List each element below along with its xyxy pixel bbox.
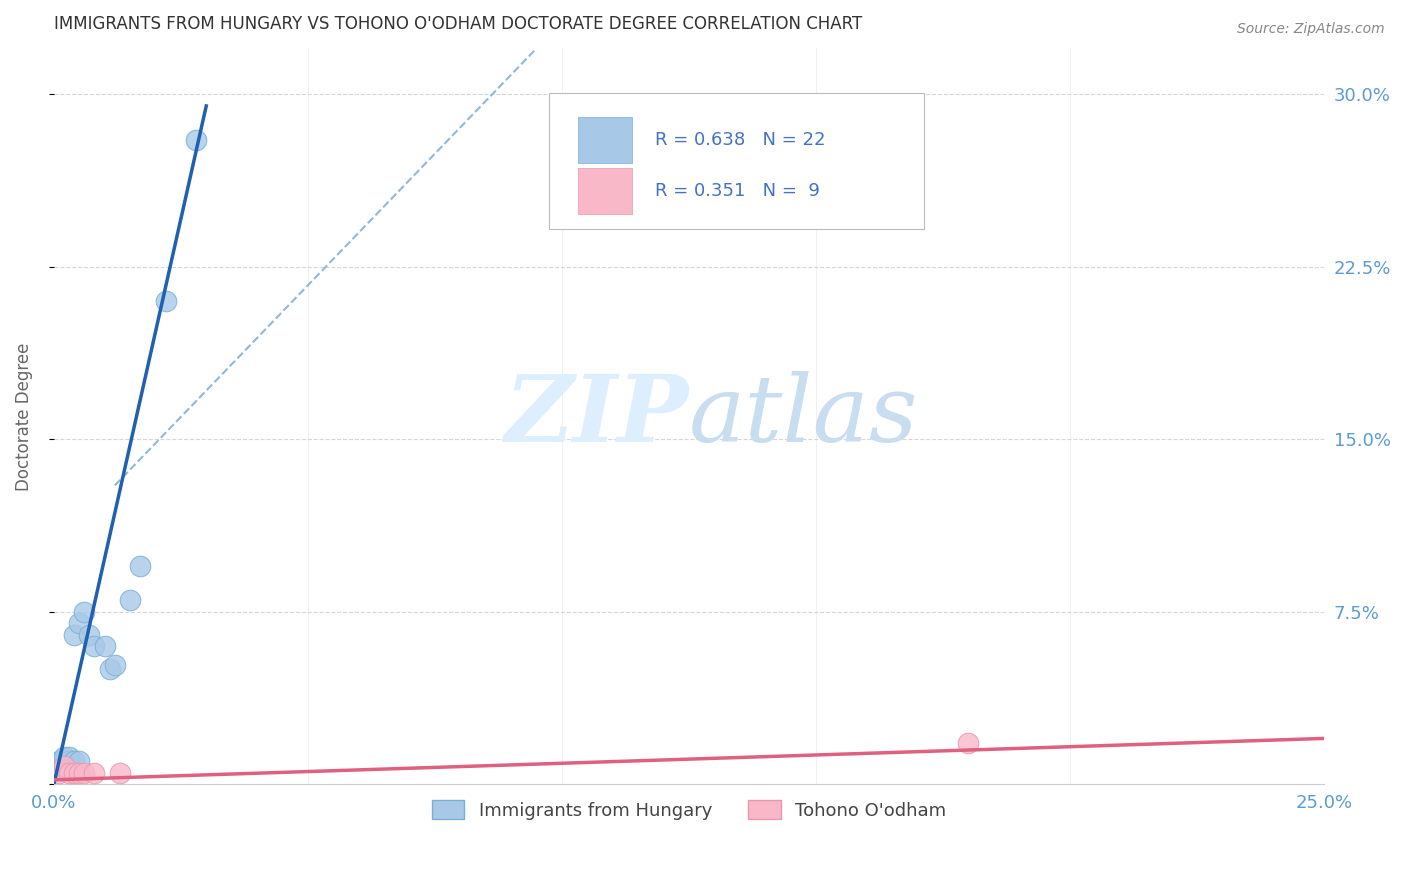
- Point: [48, 755, 70, 769]
- Point: [73, 605, 96, 619]
- Point: [98, 662, 121, 676]
- Point: [93, 640, 115, 654]
- Text: Source: ZipAtlas.com: Source: ZipAtlas.com: [1237, 22, 1385, 37]
- Text: atlas: atlas: [689, 371, 918, 461]
- Point: [83, 766, 105, 780]
- Point: [184, 133, 207, 147]
- Point: [155, 294, 177, 309]
- Text: R = 0.351   N =  9: R = 0.351 N = 9: [655, 182, 820, 200]
- Point: [67, 766, 90, 780]
- Point: [67, 755, 90, 769]
- Point: [48, 766, 70, 780]
- Point: [118, 593, 141, 607]
- Point: [957, 736, 980, 750]
- FancyBboxPatch shape: [550, 93, 924, 228]
- Point: [63, 766, 86, 780]
- Point: [108, 766, 131, 780]
- Point: [58, 759, 80, 773]
- Point: [67, 616, 90, 631]
- Point: [129, 558, 152, 573]
- Y-axis label: Doctorate Degree: Doctorate Degree: [15, 343, 32, 491]
- Point: [58, 755, 80, 769]
- Text: ZIP: ZIP: [505, 371, 689, 461]
- Point: [63, 628, 86, 642]
- Point: [53, 749, 76, 764]
- Point: [53, 759, 76, 773]
- Point: [53, 759, 76, 773]
- Text: R = 0.638   N = 22: R = 0.638 N = 22: [655, 131, 825, 149]
- Point: [79, 628, 101, 642]
- Point: [83, 640, 105, 654]
- Point: [48, 759, 70, 773]
- Point: [58, 749, 80, 764]
- Point: [104, 657, 127, 672]
- Text: IMMIGRANTS FROM HUNGARY VS TOHONO O'ODHAM DOCTORATE DEGREE CORRELATION CHART: IMMIGRANTS FROM HUNGARY VS TOHONO O'ODHA…: [53, 15, 862, 33]
- Point: [53, 755, 76, 769]
- Point: [73, 766, 96, 780]
- Legend: Immigrants from Hungary, Tohono O'odham: Immigrants from Hungary, Tohono O'odham: [425, 793, 953, 827]
- FancyBboxPatch shape: [578, 169, 631, 214]
- Point: [58, 766, 80, 780]
- Point: [63, 755, 86, 769]
- FancyBboxPatch shape: [578, 117, 631, 162]
